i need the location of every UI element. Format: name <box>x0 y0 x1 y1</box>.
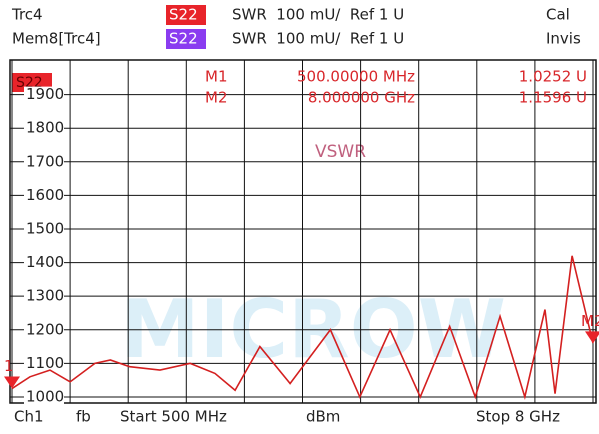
tick-label-bg <box>24 288 64 305</box>
marker-tag: M2 <box>581 312 599 330</box>
y-tick-label: 1600 <box>26 186 64 204</box>
param-bg <box>166 29 206 49</box>
y-tick-label: 1700 <box>26 152 64 170</box>
y-tick-label: 1900 <box>26 85 64 103</box>
stop: Stop 8 GHz <box>476 408 560 426</box>
y-tick-label: 1200 <box>26 320 64 338</box>
trace-name: Mem8[Trc4] <box>12 30 101 48</box>
scale: SWR 100 mU/ Ref 1 U <box>232 6 404 24</box>
tick-label-bg <box>24 86 64 103</box>
y-tick-label: 1400 <box>26 253 64 271</box>
trace-title: VSWR <box>315 142 366 162</box>
y-tick-label: 1300 <box>26 287 64 305</box>
tick-label-bg <box>24 153 64 170</box>
tick-label-bg <box>24 355 64 372</box>
status: Invis <box>546 30 581 48</box>
status: Cal <box>546 6 570 24</box>
trace <box>11 255 594 401</box>
marker-name: M2 <box>205 89 228 107</box>
param: S22 <box>169 30 198 48</box>
y-tick-label: 1800 <box>26 119 64 137</box>
tick-label-bg <box>24 388 64 405</box>
tick-label-bg <box>24 120 64 137</box>
trace-name: Trc4 <box>11 6 43 24</box>
power: dBm <box>306 408 340 426</box>
param: S22 <box>169 6 198 24</box>
marker-x: 8.000000 GHz <box>308 89 415 107</box>
marker <box>4 376 20 389</box>
channel: Ch1 <box>14 408 44 426</box>
y-tick-label: 1100 <box>26 354 64 372</box>
marker-name: M1 <box>205 68 228 86</box>
y-tick-label: 1000 <box>26 387 64 405</box>
marker-x: 500.00000 MHz <box>297 68 415 86</box>
tick-label-bg <box>24 187 64 204</box>
y-tick-label: 1500 <box>26 219 64 237</box>
tick-label-bg <box>24 254 64 271</box>
mode: fb <box>76 408 91 426</box>
marker <box>585 331 599 344</box>
tick-label-bg <box>24 321 64 338</box>
marker-tag: 1 <box>4 357 14 375</box>
tick-label-bg <box>24 220 64 237</box>
param-bg <box>166 5 206 25</box>
scale: SWR 100 mU/ Ref 1 U <box>232 30 404 48</box>
marker-value: 1.0252 U <box>519 68 587 86</box>
marker-value: 1.1596 U <box>519 89 587 107</box>
start: Start 500 MHz <box>120 408 227 426</box>
